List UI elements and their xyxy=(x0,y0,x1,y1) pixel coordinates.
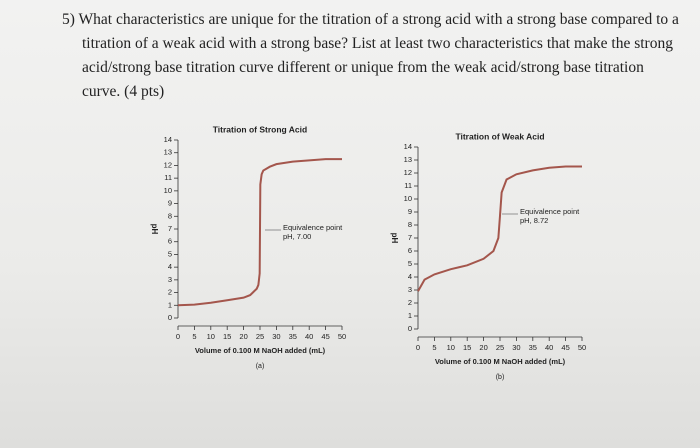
question-text: 5) What characteristics are unique for t… xyxy=(62,11,679,100)
y-tick-label: 6 xyxy=(168,237,172,246)
x-tick-label: 35 xyxy=(289,332,297,341)
titration-curve xyxy=(177,158,342,307)
y-tick-label: 0 xyxy=(168,313,172,322)
x-tick-label: 45 xyxy=(321,332,329,341)
y-tick-label: 2 xyxy=(408,298,412,307)
y-axis-label: pH xyxy=(390,233,399,244)
y-tick-label: 12 xyxy=(164,160,172,169)
y-tick-label: 9 xyxy=(408,207,412,216)
x-axis-label: Volume of 0.100 M NaOH added (mL) xyxy=(435,357,566,366)
y-tick-label: 5 xyxy=(408,259,412,268)
y-tick-label: 3 xyxy=(168,275,172,284)
y-tick-label: 11 xyxy=(164,173,172,182)
y-tick-label: 13 xyxy=(404,155,412,164)
y-tick-label: 8 xyxy=(408,220,412,229)
y-tick-label: 4 xyxy=(408,272,412,281)
x-axis-label: Volume of 0.100 M NaOH added (mL) xyxy=(195,346,326,355)
x-tick-label: 20 xyxy=(479,343,487,352)
x-tick-label: 0 xyxy=(416,343,420,352)
x-tick-label: 15 xyxy=(223,332,231,341)
x-tick-label: 40 xyxy=(305,332,313,341)
annotation: Equivalence point pH, 7.00 xyxy=(283,223,343,241)
subtitle: (b) xyxy=(496,374,505,381)
x-tick-label: 50 xyxy=(578,343,586,352)
x-tick-label: 10 xyxy=(447,343,455,352)
y-axis-label: pH xyxy=(150,224,159,235)
titration-curve xyxy=(417,165,582,292)
annotation: Equivalence point pH, 8.72 xyxy=(520,207,580,225)
y-tick-label: 14 xyxy=(164,135,172,144)
x-tick-label: 40 xyxy=(545,343,553,352)
y-tick-label: 7 xyxy=(408,233,412,242)
x-tick-label: 45 xyxy=(561,343,569,352)
x-tick-label: 25 xyxy=(496,343,504,352)
x-tick-label: 5 xyxy=(192,332,196,341)
x-tick-label: 0 xyxy=(176,332,180,341)
y-tick-label: 7 xyxy=(168,224,172,233)
chart-title: Titration of Weak Acid xyxy=(455,131,544,141)
y-tick-label: 1 xyxy=(408,311,412,320)
x-tick-label: 50 xyxy=(338,332,346,341)
x-tick-label: 30 xyxy=(512,343,520,352)
y-tick-label: 0 xyxy=(408,324,412,333)
x-tick-label: 30 xyxy=(272,332,280,341)
y-tick-label: 4 xyxy=(168,262,172,271)
y-tick-label: 12 xyxy=(404,168,412,177)
y-tick-label: 11 xyxy=(404,181,412,190)
y-tick-label: 6 xyxy=(408,246,412,255)
y-tick-label: 9 xyxy=(168,199,172,208)
y-tick-label: 5 xyxy=(168,249,172,258)
y-tick-label: 8 xyxy=(168,211,172,220)
x-tick-label: 15 xyxy=(463,343,471,352)
x-tick-label: 25 xyxy=(256,332,264,341)
y-tick-label: 2 xyxy=(168,288,172,297)
x-tick-label: 20 xyxy=(239,332,247,341)
y-tick-label: 3 xyxy=(408,285,412,294)
y-tick-label: 1 xyxy=(168,300,172,309)
y-tick-label: 13 xyxy=(164,148,172,157)
x-tick-label: 5 xyxy=(432,343,436,352)
y-tick-label: 14 xyxy=(404,142,412,151)
subtitle: (a) xyxy=(256,363,265,370)
x-tick-label: 10 xyxy=(207,332,215,341)
y-tick-label: 10 xyxy=(404,194,412,203)
chart-title: Titration of Strong Acid xyxy=(213,124,307,134)
x-tick-label: 35 xyxy=(529,343,537,352)
y-tick-label: 10 xyxy=(164,186,172,195)
